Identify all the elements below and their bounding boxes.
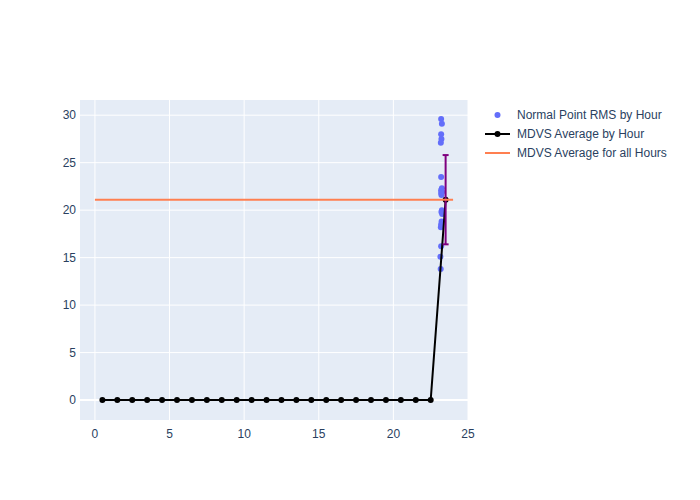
- legend-marker: [495, 131, 501, 137]
- point: [114, 397, 120, 403]
- y-tick-label: 5: [69, 346, 76, 360]
- point: [264, 397, 270, 403]
- y-grid: [80, 257, 468, 258]
- y-tick-label: 20: [63, 203, 77, 217]
- x-grid: [468, 100, 469, 420]
- point: [99, 397, 105, 403]
- y-tick-label: 25: [63, 156, 77, 170]
- y-grid: [80, 305, 468, 306]
- point: [368, 397, 374, 403]
- x-grid: [393, 100, 394, 420]
- legend-item: Normal Point RMS by Hour: [495, 108, 662, 122]
- series-line: [102, 200, 445, 400]
- legend-marker: [495, 112, 501, 118]
- point: [428, 397, 434, 403]
- point: [204, 397, 210, 403]
- legend-line: [485, 152, 510, 154]
- y-tick-label: 30: [63, 108, 77, 122]
- point: [234, 397, 240, 403]
- x-tick-label: 25: [461, 427, 475, 441]
- y-grid: [80, 162, 468, 163]
- y-grid: [80, 210, 468, 211]
- y-grid: [80, 115, 468, 116]
- legend-item: MDVS Average for all Hours: [485, 146, 667, 160]
- point: [323, 397, 329, 403]
- y-tick-label: 0: [69, 393, 76, 407]
- plot-area: [80, 100, 468, 420]
- x-grid: [244, 100, 245, 420]
- y-grid: [80, 352, 468, 353]
- point: [438, 140, 444, 146]
- y-tick-label: 10: [63, 298, 77, 312]
- x-grid: [318, 100, 319, 420]
- error-cap: [443, 243, 449, 245]
- point: [189, 397, 195, 403]
- point: [308, 397, 314, 403]
- point: [383, 397, 389, 403]
- point: [438, 174, 444, 180]
- legend-label: MDVS Average by Hour: [517, 127, 644, 141]
- point: [398, 397, 404, 403]
- point: [129, 397, 135, 403]
- plot-marks: [95, 116, 453, 403]
- point: [159, 397, 165, 403]
- y-tick-label: 15: [63, 251, 77, 265]
- point: [219, 397, 225, 403]
- legend-item: MDVS Average by Hour: [485, 127, 644, 141]
- x-grid: [169, 100, 170, 420]
- point: [438, 190, 444, 196]
- x-tick-label: 0: [92, 427, 99, 441]
- point: [338, 397, 344, 403]
- point: [439, 121, 445, 127]
- x-tick-label: 10: [237, 427, 251, 441]
- point: [144, 397, 150, 403]
- x-tick-label: 5: [166, 427, 173, 441]
- point: [249, 397, 255, 403]
- error-cap: [443, 154, 449, 156]
- x-tick-label: 15: [312, 427, 326, 441]
- x-tick-label: 20: [387, 427, 401, 441]
- point: [413, 397, 419, 403]
- point: [174, 397, 180, 403]
- legend-label: MDVS Average for all Hours: [517, 146, 667, 160]
- series-line: [95, 199, 453, 201]
- point: [293, 397, 299, 403]
- point: [353, 397, 359, 403]
- legend-label: Normal Point RMS by Hour: [517, 108, 662, 122]
- chart: 0 5 10 15 20 25 0 5 10 15 20 25 30 Normal Point RMS b…: [0, 0, 700, 500]
- x-grid: [94, 100, 95, 420]
- point: [278, 397, 284, 403]
